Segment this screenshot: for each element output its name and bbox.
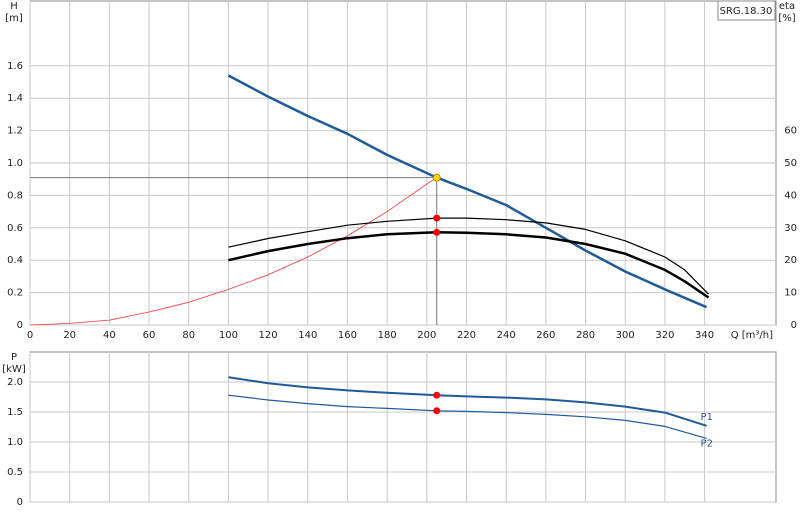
y-tick-label: 1.6 <box>7 61 23 72</box>
y-tick-label: 1.2 <box>7 126 23 137</box>
x-tick-label: 20 <box>63 330 76 341</box>
y2-tick-label: 30 <box>784 223 797 234</box>
y2-tick-label: 50 <box>784 158 797 169</box>
curve <box>228 231 710 299</box>
curve <box>29 177 437 326</box>
x-tick-label: 140 <box>298 330 317 341</box>
y-tick-label: 1.4 <box>7 93 23 104</box>
x-tick-label: 320 <box>655 330 674 341</box>
y-axis-unit: [m] <box>5 13 23 24</box>
plot-frame <box>29 351 777 503</box>
y2-tick-label: 40 <box>784 190 797 201</box>
curve <box>228 394 707 439</box>
title-box <box>717 0 776 21</box>
y-axis-label: H <box>10 1 18 12</box>
x-tick-label: 200 <box>417 330 436 341</box>
curve <box>228 376 707 427</box>
curve <box>228 217 709 295</box>
y2-tick-label: 0 <box>791 320 797 331</box>
x-tick-label: 100 <box>219 330 238 341</box>
y-tick-label: 0 <box>17 320 23 331</box>
y-axis-unit: [kW] <box>2 364 26 375</box>
x-tick-label: 160 <box>338 330 357 341</box>
y-tick-label: 0 <box>17 497 23 508</box>
y-tick-label: 1.0 <box>7 158 23 169</box>
y-tick-label: 0.8 <box>7 190 23 201</box>
x-tick-label: 280 <box>576 330 595 341</box>
operating-point <box>432 173 441 182</box>
y2-tick-label: 20 <box>784 255 797 266</box>
x-tick-label: 80 <box>182 330 195 341</box>
x-tick-label: 60 <box>143 330 156 341</box>
chart-title: SRG.18.30 <box>720 6 773 17</box>
y-tick-label: 1.5 <box>7 407 23 418</box>
curve-label: P1 <box>701 412 713 423</box>
x-tick-label: 180 <box>378 330 397 341</box>
y-tick-label: 0.5 <box>7 467 23 478</box>
operating-point <box>433 391 441 399</box>
x-tick-label: 120 <box>259 330 278 341</box>
curve-label: P2 <box>701 438 713 449</box>
curve <box>227 74 708 309</box>
y-tick-label: 1.0 <box>7 437 23 448</box>
operating-point <box>433 228 441 236</box>
y-tick-label: 0.4 <box>7 255 23 266</box>
y-tick-label: 0.6 <box>7 223 23 234</box>
x-tick-label: 220 <box>457 330 476 341</box>
y2-tick-label: 10 <box>784 288 797 299</box>
operating-point <box>433 214 441 222</box>
y2-tick-label: 60 <box>784 126 797 137</box>
x-tick-label: 340 <box>695 330 714 341</box>
x-tick-label: 240 <box>497 330 516 341</box>
x-tick-label: 0 <box>27 330 33 341</box>
operating-point <box>433 407 441 415</box>
x-tick-label: 260 <box>536 330 555 341</box>
y2-axis-unit: [%] <box>778 13 795 24</box>
y-tick-label: 0.2 <box>7 288 23 299</box>
x-axis-label: Q [m³/h] <box>731 330 773 341</box>
y-tick-label: 2.0 <box>7 377 23 388</box>
y2-axis-label: eta <box>779 1 795 12</box>
x-tick-label: 300 <box>616 330 635 341</box>
y-axis-label: P <box>11 352 17 363</box>
x-tick-label: 40 <box>103 330 116 341</box>
